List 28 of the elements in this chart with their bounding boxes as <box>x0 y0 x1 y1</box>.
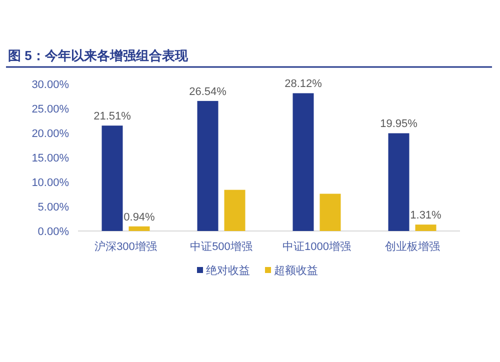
data-label: 28.12% <box>284 78 322 90</box>
data-label: 0.94% <box>124 211 156 224</box>
y-tick-label: 30.00% <box>32 79 70 91</box>
bar <box>320 194 341 231</box>
y-tick-label: 10.00% <box>32 177 70 189</box>
bar <box>197 100 218 231</box>
bar <box>224 190 246 231</box>
data-label: 21.51% <box>94 110 132 123</box>
data-label: 19.95% <box>380 118 418 130</box>
y-tick-label: 0.00% <box>38 226 70 238</box>
bar <box>102 126 123 231</box>
x-tick-label: 沪深300增强 <box>94 240 157 253</box>
x-tick-label: 创业板增强 <box>384 240 440 253</box>
data-label: 1.31% <box>410 210 442 222</box>
legend-label: 超额收益 <box>274 264 318 277</box>
legend-label: 绝对收益 <box>206 264 250 277</box>
bar <box>388 133 410 231</box>
y-tick-label: 20.00% <box>32 128 70 140</box>
y-tick-label: 25.00% <box>32 104 70 116</box>
y-tick-label: 5.00% <box>38 202 70 214</box>
x-tick-label: 中证500增强 <box>190 240 252 253</box>
chart-title: 图 5：今年以来各增强组合表现 <box>8 48 189 63</box>
x-tick-label: 中证1000增强 <box>282 240 351 253</box>
y-tick-label: 15.00% <box>32 152 70 164</box>
bar <box>128 226 150 231</box>
bar <box>415 224 436 231</box>
bar <box>292 93 314 231</box>
data-label: 26.54% <box>189 86 227 98</box>
